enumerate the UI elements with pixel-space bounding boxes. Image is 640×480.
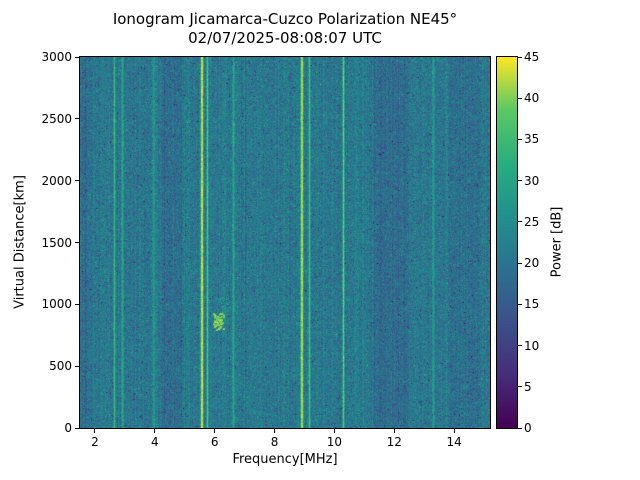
colorbar-tick-label: 25 [524, 214, 540, 229]
colorbar-tick [518, 386, 522, 388]
colorbar-tick [518, 180, 522, 182]
x-axis-label: Frequency[MHz] [232, 452, 338, 467]
colorbar-tick [518, 262, 522, 264]
y-tick-label: 500 [49, 359, 72, 374]
x-tick [274, 429, 276, 433]
colorbar-tick [518, 427, 522, 429]
x-tick-label: 4 [150, 435, 159, 449]
colorbar-tick [518, 345, 522, 347]
x-tick-label: 10 [326, 435, 343, 449]
colorbar-tick-label: 30 [524, 173, 540, 188]
x-tick [94, 429, 96, 433]
y-tick-label: 1500 [41, 235, 72, 250]
y-tick [75, 427, 79, 429]
x-tick [333, 429, 335, 433]
y-tick-label: 0 [64, 421, 72, 435]
y-tick-label: 1000 [41, 297, 72, 312]
y-tick-label: 2500 [41, 111, 72, 126]
colorbar-tick-label: 5 [524, 379, 532, 394]
x-tick-label: 8 [270, 435, 279, 449]
y-tick [75, 303, 79, 305]
colorbar-tick [518, 221, 522, 223]
y-tick [75, 242, 79, 243]
y-tick-label: 3000 [41, 50, 72, 64]
chart-subtitle: 02/07/2025-08:08:07 UTC [188, 29, 382, 47]
colorbar-tick [518, 97, 522, 99]
colorbar-tick-label: 0 [524, 421, 532, 435]
x-tick [393, 429, 395, 433]
x-tick-label: 2 [91, 435, 99, 449]
y-tick-label: 2000 [41, 173, 72, 188]
y-tick [75, 365, 79, 367]
x-tick-label: 14 [446, 435, 462, 449]
y-tick [75, 118, 79, 120]
colorbar-tick-label: 10 [524, 338, 540, 353]
x-tick-label: 6 [210, 435, 219, 449]
colorbar-label: Power [dB] [549, 206, 565, 278]
chart-title: Ionogram Jicamarca-Cuzco Polarization NE… [112, 10, 458, 28]
x-tick [214, 429, 216, 433]
ionogram-heatmap-canvas [80, 57, 490, 428]
colorbar-tick-label: 45 [524, 50, 540, 64]
x-tick [154, 429, 156, 433]
colorbar-tick [518, 303, 522, 305]
y-tick [75, 56, 79, 58]
y-axis-label: Virtual Distance[km] [12, 175, 28, 309]
colorbar-tick-label: 15 [524, 297, 540, 312]
colorbar-canvas [497, 57, 517, 428]
colorbar-tick-label: 20 [524, 256, 540, 271]
x-tick [453, 429, 455, 433]
y-tick [75, 180, 79, 182]
colorbar-tick [518, 138, 522, 140]
colorbar-tick-label: 35 [524, 132, 540, 147]
colorbar-tick [518, 56, 522, 58]
x-tick-label: 12 [386, 435, 402, 449]
colorbar-tick-label: 40 [524, 91, 540, 106]
